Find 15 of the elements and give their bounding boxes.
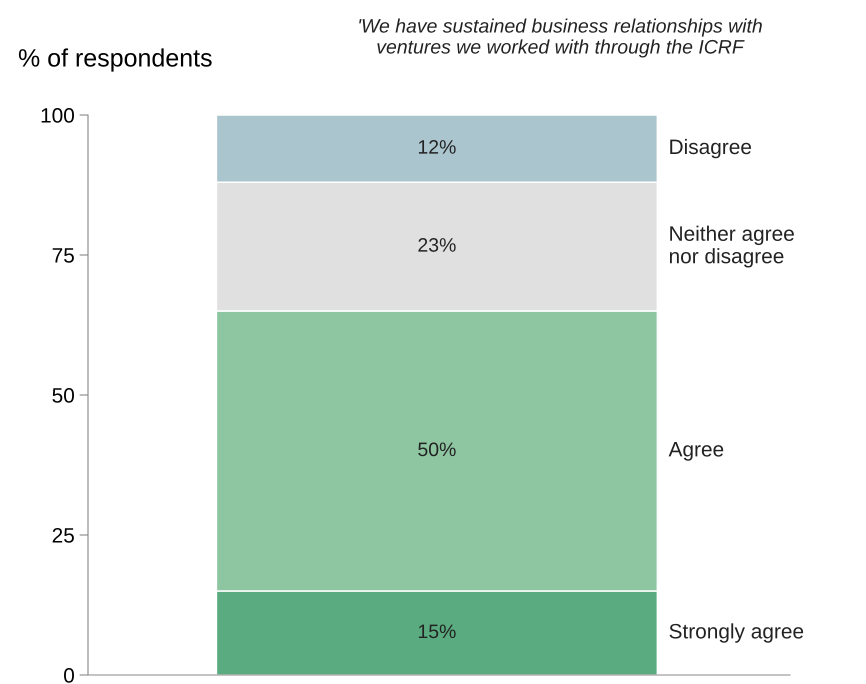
- y-tick-label: 100: [42, 108, 74, 123]
- y-tick-label: 75: [52, 248, 74, 263]
- y-tick-label: 50: [52, 388, 74, 403]
- y-tick-label: 0: [64, 668, 74, 683]
- data-label: 50%: [418, 442, 456, 456]
- y-axis-title: % of respondents: [18, 48, 212, 72]
- series-label: Disagree: [670, 138, 751, 158]
- chart-title: 'We have sustained business relationships with ventures we worked with through the ICRF: [359, 18, 762, 58]
- data-label: 12%: [418, 140, 456, 154]
- y-tick-label: 25: [52, 528, 74, 543]
- data-label: 23%: [418, 238, 456, 252]
- series-label: Strongly agree: [670, 623, 804, 643]
- series-label: Agree: [668, 442, 724, 461]
- series-label: Neither agree nor disagree: [670, 226, 794, 268]
- data-label: 15%: [418, 624, 456, 638]
